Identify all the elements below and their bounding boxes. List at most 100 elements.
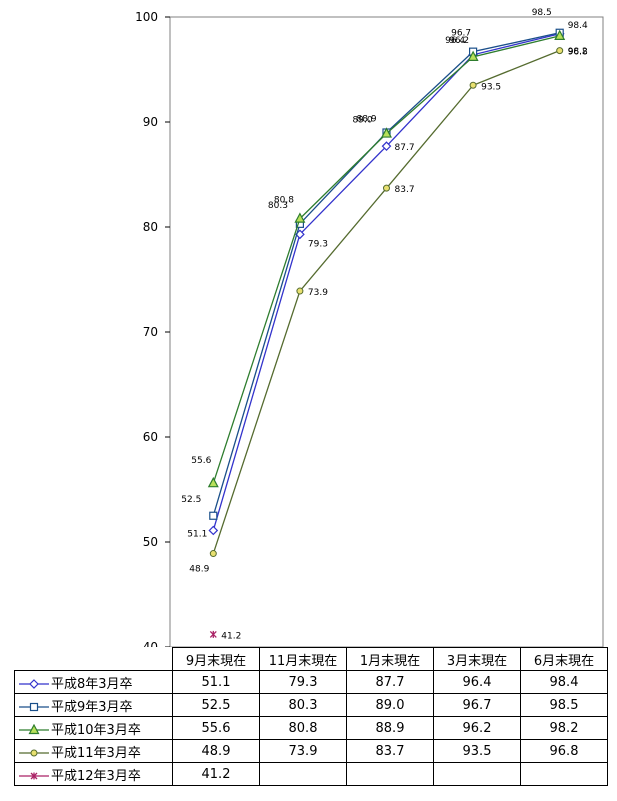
- data-label: 96.4: [445, 36, 465, 46]
- series-name: 平成11年3月卒: [51, 745, 141, 761]
- data-point: [381, 141, 392, 151]
- legend-marker-diamond-icon: [19, 679, 49, 689]
- table-cell: 52.5: [172, 693, 260, 717]
- table-cell: [259, 762, 347, 786]
- legend-entry: 平成9年3月卒: [14, 693, 173, 717]
- y-tick-label: 90: [143, 115, 158, 129]
- table-cell: 98.4: [520, 670, 608, 694]
- table-cell: 88.9: [346, 716, 434, 740]
- table-cell: [346, 762, 434, 786]
- data-label: 52.5: [181, 495, 201, 505]
- table-cell: 79.3: [259, 670, 347, 694]
- legend-entry: 平成11年3月卒: [14, 739, 173, 763]
- y-tick-label: 40: [143, 640, 158, 647]
- data-label: 80.8: [274, 196, 294, 206]
- legend-entry: 平成12年3月卒: [14, 762, 173, 786]
- data-label: 93.5: [481, 82, 501, 92]
- y-tick-label: 50: [143, 535, 158, 549]
- series-name: 平成12年3月卒: [51, 768, 141, 784]
- table-cell: 89.0: [346, 693, 434, 717]
- data-label: 80.3: [268, 201, 288, 211]
- table-cell: 96.7: [433, 693, 521, 717]
- table-cell: 83.7: [346, 739, 434, 763]
- table-cell: 55.6: [172, 716, 260, 740]
- table-row: 平成11年3月卒 48.9 73.9 83.7 93.5 96.8: [14, 739, 608, 763]
- col-header: 6月末現在: [520, 647, 608, 671]
- table-row: 平成10年3月卒 55.6 80.8 88.9 96.2 98.2: [14, 716, 608, 740]
- data-label: 98.4: [568, 21, 588, 31]
- data-point: [296, 287, 304, 295]
- data-label: 96.7: [451, 29, 471, 39]
- table-corner: [14, 647, 173, 671]
- table-cell: 96.8: [520, 739, 608, 763]
- y-tick-label: 60: [143, 430, 158, 444]
- col-header: 11月末現在: [259, 647, 347, 671]
- data-point: [381, 127, 392, 138]
- table-cell: 87.7: [346, 670, 434, 694]
- table-row: 平成8年3月卒 51.1 79.3 87.7 96.4 98.4: [14, 670, 608, 694]
- legend-marker: [29, 679, 39, 689]
- data-label: 51.1: [187, 529, 207, 539]
- table-cell: [433, 762, 521, 786]
- data-point: [209, 550, 217, 558]
- data-point: [556, 47, 564, 55]
- table-cell: 96.4: [433, 670, 521, 694]
- table-cell: 80.3: [259, 693, 347, 717]
- data-label: 98.5: [532, 8, 552, 18]
- legend-marker: [28, 724, 40, 735]
- table-cell: 48.9: [172, 739, 260, 763]
- data-label: 89.0: [353, 116, 373, 126]
- data-label: 87.7: [395, 143, 415, 153]
- data-point: [554, 29, 566, 41]
- data-label: 73.9: [308, 288, 328, 298]
- y-tick-label: 70: [143, 325, 158, 339]
- data-point: [207, 476, 219, 488]
- legend-marker-square-icon: [19, 702, 49, 712]
- data-point: [469, 81, 477, 89]
- table-cell: 80.8: [259, 716, 347, 740]
- data-label: 55.6: [191, 456, 211, 466]
- data-point: [208, 525, 219, 536]
- legend-marker: [30, 749, 38, 757]
- col-header: 9月末現在: [172, 647, 260, 671]
- data-label: 98.2: [568, 47, 588, 57]
- data-label: 79.3: [308, 239, 328, 249]
- series-name: 平成10年3月卒: [51, 722, 141, 738]
- legend-marker-star-icon: [19, 772, 49, 780]
- data-label: 83.7: [395, 185, 415, 195]
- table-cell: 96.2: [433, 716, 521, 740]
- data-point: [383, 184, 390, 192]
- legend-marker-circle-icon: [19, 749, 49, 757]
- data-point: [209, 511, 218, 520]
- table-cell: 51.1: [172, 670, 260, 694]
- legend-marker: [29, 702, 39, 712]
- data-label: 41.2: [221, 631, 241, 641]
- legend-entry: 平成8年3月卒: [14, 670, 173, 694]
- legend-marker: [30, 772, 38, 780]
- data-table: 9月末現在 11月末現在 1月末現在 3月末現在 6月末現在 平成8年3月卒 5…: [14, 647, 608, 786]
- table-cell: 73.9: [259, 739, 347, 763]
- series-name: 平成8年3月卒: [51, 676, 133, 692]
- y-tick-label: 80: [143, 220, 158, 234]
- data-point: [467, 50, 479, 62]
- series-name: 平成9年3月卒: [51, 699, 133, 715]
- data-label: 96.8: [568, 48, 588, 58]
- data-label: 96.2: [449, 36, 469, 46]
- data-point: [294, 212, 306, 223]
- table-cell: 93.5: [433, 739, 521, 763]
- table-row: 平成9年3月卒 52.5 80.3 89.0 96.7 98.5: [14, 693, 608, 717]
- legend-marker-triangle-icon: [19, 724, 49, 735]
- data-label: 88.9: [357, 115, 377, 125]
- table-cell: [520, 762, 608, 786]
- col-header: 1月末現在: [346, 647, 434, 671]
- line-chart: 40 50 60 70 80 90 100 51.1 79.3 87.7 96.4 98.4 52.5 8…: [135, 8, 604, 647]
- data-label: 48.9: [189, 565, 209, 575]
- plot-area: [169, 16, 604, 647]
- table-cell: 98.5: [520, 693, 608, 717]
- table-header-row: 9月末現在 11月末現在 1月末現在 3月末現在 6月末現在: [14, 647, 608, 671]
- data-point: [209, 630, 217, 638]
- y-tick-label: 100: [135, 10, 158, 24]
- table-cell: 41.2: [172, 762, 260, 786]
- col-header: 3月末現在: [433, 647, 521, 671]
- legend-entry: 平成10年3月卒: [14, 716, 173, 740]
